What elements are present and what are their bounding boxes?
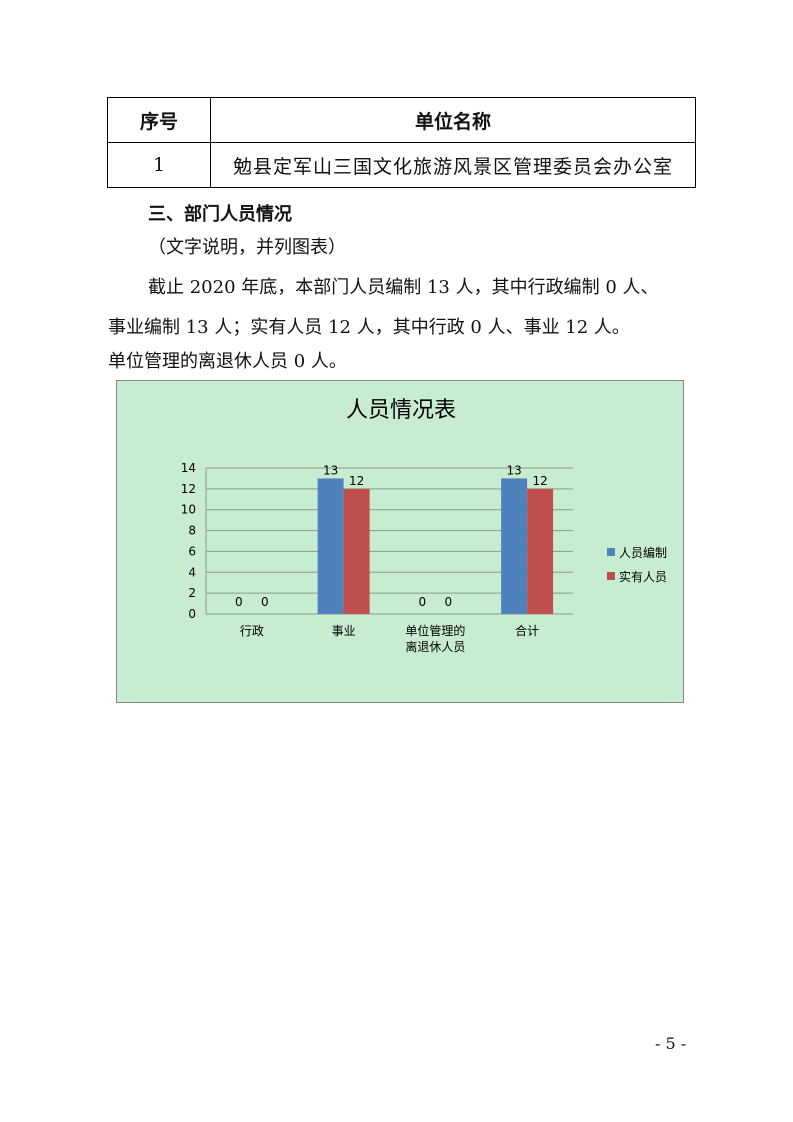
legend-label: 人员编制 <box>619 545 667 560</box>
note: （文字说明，并列图表） <box>148 237 346 258</box>
legend-label: 实有人员 <box>619 569 667 584</box>
bar <box>527 488 554 614</box>
y-tick-label: 14 <box>181 461 196 475</box>
y-tick-label: 12 <box>181 482 196 496</box>
header-unit-name: 单位名称 <box>210 97 696 143</box>
personnel-chart: 人员情况表 0 2 4 6 8 10 12 14 行政 0 0 事业 13 12 单位管理的 离退休人员 0 0 合计… <box>116 380 684 703</box>
header-index: 序号 <box>107 97 211 143</box>
legend-swatch <box>607 572 615 580</box>
bar <box>501 478 528 614</box>
paragraph-line: 单位管理的离退休人员 0 人。 <box>108 351 347 372</box>
y-tick-label: 8 <box>188 524 196 538</box>
bar <box>343 488 370 614</box>
cell-index: 1 <box>107 142 211 188</box>
x-tick-label: 单位管理的 <box>405 623 465 638</box>
y-tick-label: 0 <box>188 607 196 621</box>
section-heading: 三、部门人员情况 <box>148 204 292 225</box>
bar <box>317 478 344 614</box>
cell-unit-name: 勉县定军山三国文化旅游风景区管理委员会办公室 <box>210 142 696 188</box>
data-label: 12 <box>349 474 364 488</box>
data-label: 0 <box>445 595 453 609</box>
x-tick-label: 合计 <box>515 623 539 638</box>
paragraph-line: 截止 2020 年底，本部门人员编制 13 人，其中行政编制 0 人、 <box>148 277 659 298</box>
data-label: 13 <box>506 463 521 477</box>
legend-swatch <box>607 548 615 556</box>
y-tick-label: 6 <box>188 544 196 558</box>
x-tick-label: 离退休人员 <box>405 639 465 654</box>
data-label: 0 <box>419 595 427 609</box>
chart-title: 人员情况表 <box>346 398 456 423</box>
y-tick-label: 2 <box>188 586 196 600</box>
paragraph-line: 事业编制 13 人；实有人员 12 人，其中行政 0 人、事业 12 人。 <box>108 317 630 338</box>
page-number: - 5 - <box>655 1034 687 1053</box>
x-tick-label: 事业 <box>332 624 356 638</box>
data-label: 0 <box>261 595 269 609</box>
unit-table: 序号 单位名称 1 勉县定军山三国文化旅游风景区管理委员会办公室 <box>107 97 696 188</box>
data-label: 12 <box>532 474 547 488</box>
x-tick-label: 行政 <box>240 624 264 638</box>
y-tick-label: 4 <box>188 565 196 579</box>
y-tick-label: 10 <box>181 503 196 517</box>
data-label: 0 <box>235 595 243 609</box>
data-label: 13 <box>323 463 338 477</box>
